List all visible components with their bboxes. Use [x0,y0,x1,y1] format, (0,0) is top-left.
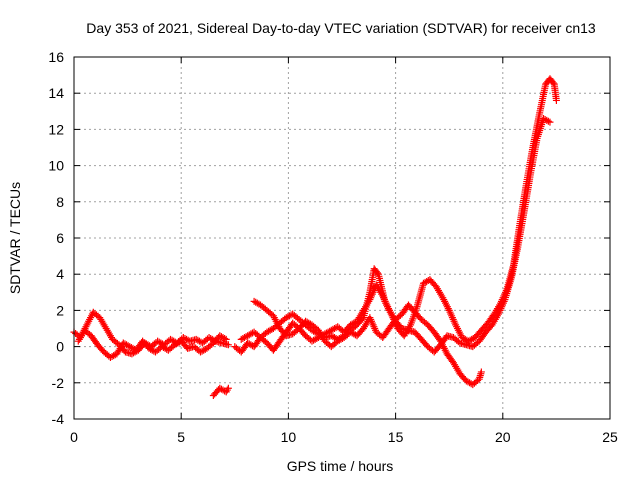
data-point-marker [266,326,274,334]
data-point-marker [224,341,232,349]
x-axis-label: GPS time / hours [287,458,394,474]
data-point-marker [549,79,557,87]
data-point-marker [253,299,261,307]
data-point-marker [224,384,232,392]
data-point-marker [546,118,554,126]
data-point-marker [305,319,313,327]
y-tick-label: 0 [56,339,64,355]
data-point-marker [552,96,560,104]
data-point-marker [544,117,552,125]
grid-layer [74,57,610,419]
x-tick-label: 25 [602,429,618,445]
data-layer [70,75,560,399]
data-point-marker [200,346,208,354]
x-tick-label: 20 [495,429,511,445]
y-tick-label: 4 [56,266,64,282]
series-track-b [74,326,230,361]
x-tick-label: 5 [177,429,185,445]
data-point-marker [373,269,381,277]
chart-title: Day 353 of 2021, Sidereal Day-to-day VTE… [86,20,596,36]
data-point-marker [222,335,230,343]
y-tick-label: -2 [52,375,65,391]
series-track-e [250,297,485,389]
data-point-marker [110,352,118,360]
tick-layer: 0 5 10 15 20 25 -4 -2 0 2 4 6 8 10 12 14 16 [48,49,618,445]
data-point-marker [221,334,229,342]
x-tick-label: 0 [70,429,78,445]
x-tick-label: 15 [388,429,404,445]
y-tick-label: 6 [56,230,64,246]
series-track-f [237,115,554,356]
y-tick-label: 10 [48,158,64,174]
y-tick-label: 8 [56,194,64,210]
y-tick-label: 2 [56,302,64,318]
y-tick-label: 16 [48,49,64,65]
data-point-marker [477,368,485,376]
y-tick-label: 14 [48,85,64,101]
y-tick-label: -4 [52,411,65,427]
y-axis-label: SDTVAR / TECUs [7,182,23,294]
series-track-c [209,384,232,399]
y-tick-label: 12 [48,121,64,137]
x-tick-label: 10 [281,429,297,445]
data-point-marker [350,319,358,327]
